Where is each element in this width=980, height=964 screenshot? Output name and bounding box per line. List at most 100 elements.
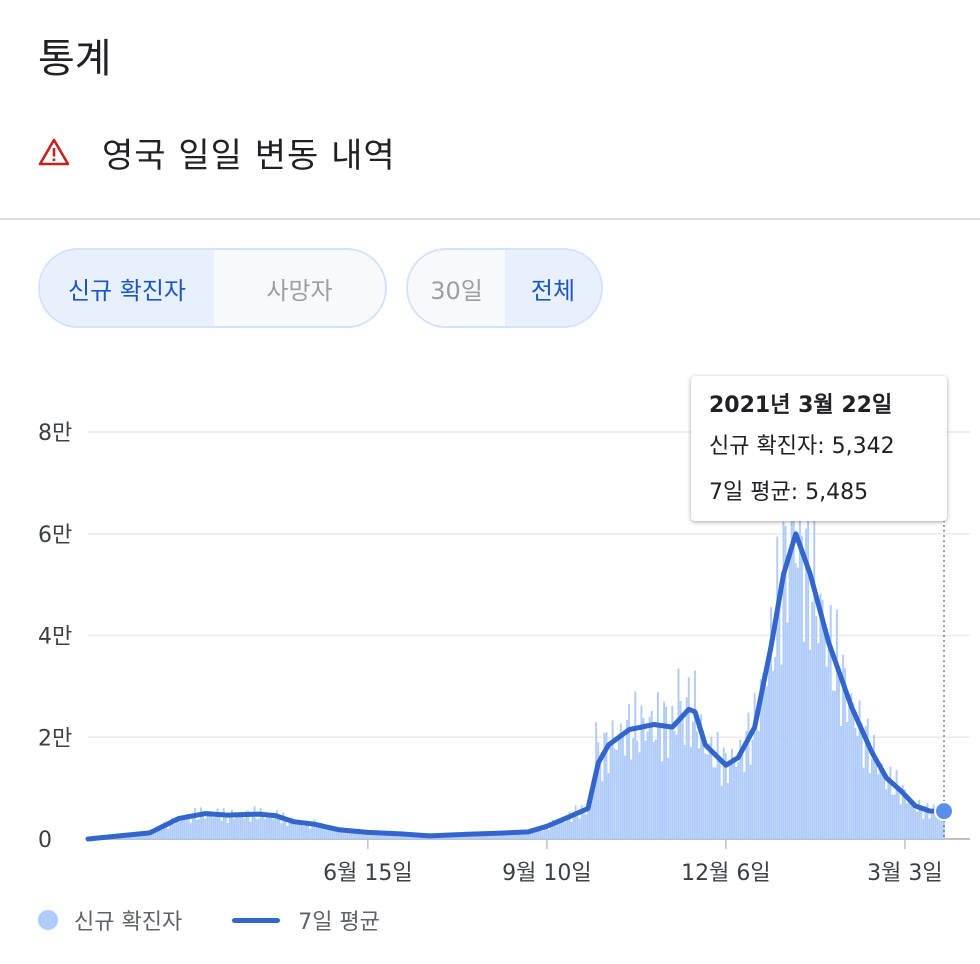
daily-cases-bar bbox=[344, 829, 347, 839]
daily-cases-bar bbox=[383, 833, 386, 839]
daily-cases-bar bbox=[661, 761, 663, 839]
daily-cases-bar bbox=[268, 812, 270, 839]
daily-cases-bar bbox=[570, 821, 573, 839]
daily-cases-bar bbox=[136, 835, 139, 839]
daily-cases-bar bbox=[617, 734, 620, 839]
daily-cases-bar bbox=[352, 831, 355, 839]
daily-cases-bar bbox=[210, 813, 213, 839]
range-30-days-toggle[interactable]: 30일 bbox=[430, 276, 483, 305]
daily-cases-bar bbox=[862, 767, 865, 839]
daily-cases-bar bbox=[183, 819, 186, 839]
daily-cases-bar bbox=[525, 833, 528, 839]
daily-cases-bar bbox=[556, 823, 559, 839]
daily-cases-bar bbox=[881, 763, 884, 839]
daily-cases-bar bbox=[677, 668, 680, 839]
daily-cases-bar bbox=[724, 753, 727, 839]
daily-cases-bar bbox=[788, 559, 791, 839]
daily-cases-bar bbox=[177, 815, 180, 839]
daily-cases-bar bbox=[648, 717, 651, 839]
daily-cases-bar bbox=[138, 834, 141, 839]
daily-cases-bar bbox=[319, 822, 322, 839]
daily-cases-bar bbox=[613, 748, 616, 839]
y-tick-label: 0 bbox=[38, 828, 52, 853]
daily-cases-bar bbox=[757, 731, 760, 839]
y-tick-label: 2만 bbox=[38, 726, 72, 751]
daily-cases-bar bbox=[700, 714, 703, 839]
daily-cases-bar bbox=[488, 835, 491, 839]
daily-cases-bar bbox=[609, 742, 612, 839]
daily-cases-bar bbox=[673, 730, 676, 839]
daily-cases-bar bbox=[654, 739, 657, 839]
daily-cases-bar bbox=[554, 824, 556, 839]
daily-cases-bar bbox=[399, 835, 402, 839]
deaths-toggle[interactable]: 사망자 bbox=[266, 276, 333, 305]
daily-cases-bar bbox=[272, 819, 275, 839]
daily-cases-bar bbox=[562, 819, 565, 839]
range-all-toggle[interactable]: 전체 bbox=[505, 250, 601, 326]
daily-cases-bar bbox=[358, 830, 361, 839]
y-tick-label: 8만 bbox=[38, 421, 72, 446]
daily-cases-bar bbox=[817, 643, 820, 839]
daily-cases-bar bbox=[504, 833, 507, 839]
daily-cases-bar bbox=[521, 830, 524, 839]
daily-cases-bar bbox=[218, 816, 221, 839]
daily-cases-bar bbox=[626, 719, 628, 839]
daily-cases-bar bbox=[202, 813, 205, 839]
daily-cases-bar bbox=[206, 812, 209, 839]
daily-cases-bar bbox=[377, 833, 379, 839]
daily-cases-bar bbox=[161, 829, 163, 839]
daily-cases-bar bbox=[274, 816, 277, 839]
daily-cases-bar bbox=[558, 819, 561, 839]
daily-cases-bar bbox=[255, 819, 258, 839]
daily-cases-bar bbox=[391, 834, 394, 839]
daily-cases-bar bbox=[605, 732, 608, 839]
daily-cases-bar bbox=[576, 816, 579, 839]
daily-cases-bar bbox=[175, 821, 178, 839]
daily-cases-bar bbox=[333, 829, 336, 839]
daily-cases-bar bbox=[611, 720, 614, 839]
daily-cases-bar bbox=[796, 567, 799, 839]
daily-cases-bar bbox=[751, 739, 754, 839]
cases-chart[interactable]: 0 2만 4만 6만 8만 6월 15일 9월 10일 12월 6일 3월 3일 bbox=[0, 360, 980, 890]
daily-cases-bar bbox=[665, 706, 668, 839]
daily-cases-bar bbox=[784, 526, 787, 839]
daily-cases-bar bbox=[574, 805, 577, 839]
daily-cases-bar bbox=[634, 691, 637, 839]
daily-cases-bar bbox=[163, 822, 165, 839]
daily-cases-bar bbox=[659, 727, 661, 839]
daily-cases-bar bbox=[739, 739, 742, 839]
daily-cases-bar bbox=[786, 622, 789, 839]
daily-cases-bar bbox=[368, 834, 371, 839]
metric-toggle: 신규 확진자 사망자 bbox=[38, 248, 387, 328]
daily-cases-bar bbox=[156, 826, 159, 839]
chart-subtitle: 영국 일일 변동 내역 bbox=[102, 135, 396, 176]
daily-cases-bar bbox=[642, 718, 645, 839]
daily-cases-bar bbox=[687, 677, 690, 839]
daily-cases-bar bbox=[803, 641, 805, 839]
daily-cases-bar bbox=[926, 803, 929, 839]
daily-cases-bar bbox=[603, 733, 606, 839]
daily-cases-bar bbox=[276, 810, 279, 839]
daily-cases-bar bbox=[901, 785, 904, 839]
chart-tooltip: 2021년 3월 22일 신규 확진자: 5,342 7일 평균: 5,485 bbox=[691, 376, 947, 521]
daily-cases-bar bbox=[928, 818, 931, 839]
daily-cases-bar bbox=[475, 834, 478, 839]
daily-cases-bar bbox=[895, 769, 898, 839]
daily-cases-bar bbox=[873, 734, 875, 839]
daily-cases-bar bbox=[270, 814, 272, 839]
daily-cases-bar bbox=[840, 725, 842, 839]
daily-cases-bar bbox=[854, 727, 857, 839]
new-cases-toggle[interactable]: 신규 확진자 bbox=[40, 250, 214, 326]
daily-cases-bar bbox=[519, 833, 521, 839]
daily-cases-bar bbox=[652, 741, 655, 839]
daily-cases-bar bbox=[741, 746, 744, 839]
daily-cases-bar bbox=[930, 813, 933, 839]
daily-cases-bar bbox=[311, 823, 314, 839]
daily-cases-bar bbox=[247, 810, 250, 839]
daily-cases-bar bbox=[916, 811, 919, 839]
tooltip-date: 2021년 3월 22일 bbox=[709, 393, 893, 418]
x-tick-label: 3월 3일 bbox=[867, 861, 942, 886]
daily-cases-bar bbox=[580, 805, 583, 839]
daily-cases-bar bbox=[387, 832, 390, 839]
daily-cases-bar bbox=[704, 753, 707, 839]
